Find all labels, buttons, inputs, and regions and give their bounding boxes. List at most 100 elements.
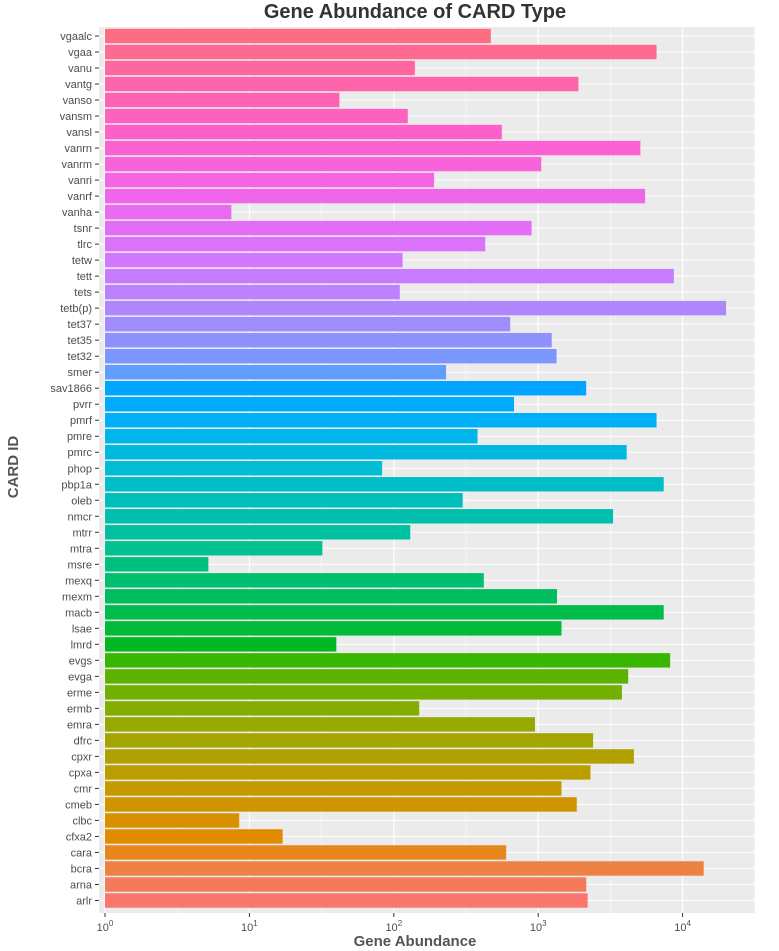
bar-vgaa bbox=[105, 44, 657, 60]
y-tick-label: mtrr bbox=[72, 527, 92, 539]
bar-vgaalc bbox=[105, 28, 491, 44]
y-tick-label: emra bbox=[67, 719, 93, 731]
y-tick-label: evgs bbox=[69, 655, 93, 667]
y-tick-label: vansm bbox=[60, 111, 92, 123]
y-tick-label: tet37 bbox=[68, 319, 92, 331]
bar-erme bbox=[105, 685, 622, 700]
y-tick-label: smer bbox=[68, 367, 93, 379]
bar-evga bbox=[105, 669, 629, 684]
bar-arna bbox=[105, 877, 587, 892]
y-tick-label: pmre bbox=[67, 431, 92, 443]
bar-cmeb bbox=[105, 797, 577, 812]
y-tick-label: pmrf bbox=[70, 415, 93, 427]
bar-pmrc bbox=[105, 445, 627, 460]
y-tick-label: macb bbox=[65, 607, 92, 619]
y-tick-label: cfxa2 bbox=[66, 831, 92, 843]
y-tick-label: oleb bbox=[71, 495, 92, 507]
bar-pmre bbox=[105, 429, 478, 444]
bar-tsnr bbox=[105, 220, 532, 236]
y-tick-label: cmeb bbox=[65, 799, 92, 811]
y-tick-label: vansl bbox=[66, 127, 92, 139]
x-tick-label: 101 bbox=[241, 919, 258, 934]
y-tick-label: mexm bbox=[62, 591, 92, 603]
bar-vansm bbox=[105, 108, 408, 124]
bar-mtrr bbox=[105, 525, 411, 540]
y-tick-label: cmr bbox=[74, 783, 93, 795]
y-tick-label: mexq bbox=[65, 575, 92, 587]
bar-tetb(p) bbox=[105, 300, 727, 316]
bar-sav1866 bbox=[105, 380, 587, 396]
bar-bcra bbox=[105, 861, 704, 876]
y-tick-label: pbp1a bbox=[61, 479, 92, 491]
y-tick-label: dfrc bbox=[74, 735, 93, 747]
bar-cpxa bbox=[105, 765, 591, 780]
y-tick-label: clbc bbox=[72, 815, 92, 827]
y-tick-label: tets bbox=[74, 287, 92, 299]
y-tick-label: lsae bbox=[72, 623, 92, 635]
bar-mexm bbox=[105, 589, 558, 604]
y-tick-label: msre bbox=[68, 559, 92, 571]
y-tick-label: lmrd bbox=[71, 639, 92, 651]
y-tick-label: vgaa bbox=[68, 47, 93, 59]
y-tick-label: arna bbox=[70, 879, 93, 891]
bar-smer bbox=[105, 364, 447, 380]
y-tick-label: vantg bbox=[65, 79, 92, 91]
y-tick-label: bcra bbox=[71, 863, 93, 875]
y-tick-label: sav1866 bbox=[50, 383, 92, 395]
x-tick-label: 102 bbox=[385, 919, 402, 934]
y-axis-title: CARD ID bbox=[5, 436, 22, 499]
y-tick-label: vanha bbox=[62, 207, 93, 219]
bar-tet37 bbox=[105, 316, 511, 332]
bar-vanri bbox=[105, 172, 435, 188]
bar-vanso bbox=[105, 92, 340, 108]
y-tick-label: cpxa bbox=[69, 767, 93, 779]
bar-vanrf bbox=[105, 188, 646, 204]
y-tick-label: vanu bbox=[68, 63, 92, 75]
y-tick-label: cpxr bbox=[71, 751, 92, 763]
bar-nmcr bbox=[105, 509, 614, 524]
y-tick-label: tet35 bbox=[68, 335, 92, 347]
y-tick-label: tsnr bbox=[74, 223, 93, 235]
y-tick-label: ermb bbox=[67, 703, 92, 715]
y-tick-label: vanso bbox=[63, 95, 92, 107]
bar-vansl bbox=[105, 124, 502, 140]
y-tick-label: vanri bbox=[68, 175, 92, 187]
y-tick-label: tett bbox=[77, 271, 92, 283]
y-tick-label: tet32 bbox=[68, 351, 92, 363]
bar-mexq bbox=[105, 573, 484, 588]
bars bbox=[105, 28, 727, 908]
bar-evgs bbox=[105, 653, 671, 668]
bar-tet32 bbox=[105, 348, 557, 364]
y-tick-label: cara bbox=[71, 847, 93, 859]
y-tick-label: vgaalc bbox=[60, 31, 92, 43]
bar-vanha bbox=[105, 204, 232, 220]
y-tick-label: phop bbox=[68, 463, 92, 475]
y-tick-label: vanrn bbox=[64, 143, 92, 155]
y-tick-label: pmrc bbox=[68, 447, 93, 459]
bar-pmrf bbox=[105, 413, 657, 428]
bar-vanrm bbox=[105, 156, 542, 172]
bar-dfrc bbox=[105, 733, 594, 748]
x-tick-label: 103 bbox=[530, 919, 547, 934]
y-tick-label: tetb(p) bbox=[60, 303, 92, 315]
bar-mtra bbox=[105, 541, 323, 556]
bar-msre bbox=[105, 557, 209, 572]
bar-tetw bbox=[105, 252, 403, 268]
chart-title: Gene Abundance of CARD Type bbox=[264, 1, 566, 23]
bar-arlr bbox=[105, 893, 588, 908]
x-axis: 100 101 102 103 104 bbox=[97, 913, 691, 934]
bar-tlrc bbox=[105, 236, 486, 252]
bar-pvrr bbox=[105, 397, 515, 412]
y-tick-label: nmcr bbox=[68, 511, 93, 523]
y-tick-label: vanrm bbox=[61, 159, 92, 171]
bar-phop bbox=[105, 461, 383, 476]
bar-oleb bbox=[105, 493, 463, 508]
bar-tet35 bbox=[105, 332, 552, 348]
y-tick-label: tlrc bbox=[77, 239, 92, 251]
bar-vanu bbox=[105, 60, 415, 76]
bar-vanrn bbox=[105, 140, 641, 156]
x-tick-label: 100 bbox=[97, 919, 114, 934]
bar-cpxr bbox=[105, 749, 634, 764]
y-tick-label: arlr bbox=[76, 896, 92, 908]
